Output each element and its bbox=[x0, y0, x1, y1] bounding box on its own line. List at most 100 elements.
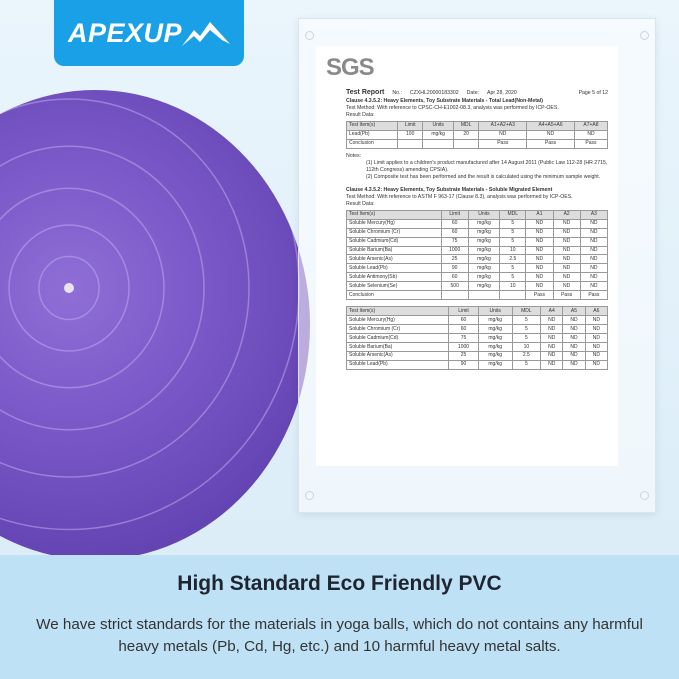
table-cell: ND bbox=[478, 129, 528, 140]
method-1: Test Method: With reference to CPSC-CH-E… bbox=[346, 104, 559, 111]
headline: High Standard Eco Friendly PVC bbox=[177, 572, 502, 595]
table-cell: Limit bbox=[396, 120, 424, 131]
table-cell: mg/kg bbox=[477, 332, 513, 343]
table-cell: Soluble Cadmium(Cd) bbox=[345, 332, 450, 343]
table-cell: Limit bbox=[440, 209, 469, 220]
table-cell: ND bbox=[540, 341, 564, 352]
ball-ring bbox=[0, 145, 205, 431]
table-cell: 10 bbox=[499, 281, 527, 292]
table-cell: Pass bbox=[525, 290, 554, 301]
table-cell: Pass bbox=[526, 138, 575, 149]
table-cell: A7+A8 bbox=[573, 120, 609, 131]
table-cell: mg/kg bbox=[477, 341, 513, 352]
table-cell: 1000 bbox=[448, 341, 479, 352]
ball-ring bbox=[38, 255, 100, 321]
table-cell: 20 bbox=[452, 129, 480, 140]
table-cell: ND bbox=[579, 254, 609, 265]
table-cell: 5 bbox=[499, 272, 527, 283]
report-no-label: No.: bbox=[392, 90, 402, 97]
table-row: Soluble Barium(Ba) 1000 mg/kg 10 ND ND ND bbox=[345, 341, 609, 352]
frame-pin bbox=[640, 491, 649, 500]
table-cell: Limit bbox=[448, 306, 479, 317]
table-cell: 10 bbox=[499, 245, 527, 256]
table-cell: ND bbox=[562, 324, 586, 334]
table-cell: Soluble Barium(Ba) bbox=[345, 341, 450, 352]
table-cell: mg/kg bbox=[467, 263, 501, 274]
clause-2: Clause 4.3.5.2: Heavy Elements, Toy Subs… bbox=[346, 186, 553, 193]
table-cell: 5 bbox=[511, 332, 542, 343]
table-cell: mg/kg bbox=[467, 218, 501, 229]
table-row: Soluble Selenium(Se) 500 mg/kg 10 ND ND ND bbox=[346, 281, 609, 292]
logo-text: APEXUP bbox=[68, 17, 183, 48]
table-cell: mg/kg bbox=[422, 129, 454, 140]
table-row: Soluble Chromium (Cr) 60 mg/kg 5 ND ND ND bbox=[345, 324, 609, 334]
report-title: Test Report bbox=[346, 89, 385, 97]
test-report-document: SGS Test Report No.: CZXHL20000183302 Dat… bbox=[316, 46, 618, 466]
table-cell bbox=[422, 138, 454, 149]
table-cell: Conclusion bbox=[346, 290, 442, 301]
table-cell: ND bbox=[525, 227, 554, 238]
report-header: Test Report No.: CZXHL20000183302 Date: Ap… bbox=[346, 88, 608, 97]
table-cell: 25 bbox=[440, 254, 469, 265]
table-cell: ND bbox=[540, 350, 564, 361]
table-cell: A2 bbox=[552, 209, 581, 220]
table-cell: ND bbox=[525, 218, 554, 229]
table-cell: ND bbox=[540, 359, 564, 370]
caption-band bbox=[0, 555, 679, 679]
table-cell: ND bbox=[552, 281, 581, 292]
table-cell bbox=[499, 290, 527, 301]
table-cell: ND bbox=[584, 350, 609, 361]
table-cell: ND bbox=[562, 341, 586, 352]
table-row: Soluble Cadmium(Cd) 75 mg/kg 5 ND ND ND bbox=[345, 332, 609, 343]
table-cell: ND bbox=[579, 263, 609, 274]
report-no: CZXHL20000183302 bbox=[409, 90, 459, 97]
table-cell: Pass bbox=[552, 290, 581, 301]
yoga-ball-image bbox=[0, 90, 310, 560]
table-cell: Pass bbox=[478, 138, 528, 149]
table-cell: ND bbox=[552, 254, 581, 265]
ball-ring bbox=[0, 187, 165, 389]
table-cell: Soluble Mercury(Hg) bbox=[345, 315, 450, 326]
table-cell: 75 bbox=[448, 332, 479, 343]
table-row: Lead(Pb) 100 mg/kg 20 ND ND ND bbox=[346, 129, 609, 140]
table-cell: ND bbox=[552, 236, 581, 247]
table-cell bbox=[452, 138, 480, 149]
table-cell: 90 bbox=[448, 359, 479, 370]
table-cell: ND bbox=[579, 236, 609, 247]
table-cell: 5 bbox=[499, 263, 527, 274]
table-cell: ND bbox=[579, 272, 609, 283]
table-cell: mg/kg bbox=[467, 254, 501, 265]
table-cell: A4+A5+A6 bbox=[526, 120, 575, 131]
table-cell: ND bbox=[579, 227, 609, 238]
table-cell: ND bbox=[552, 245, 581, 256]
table-cell: ND bbox=[540, 324, 564, 334]
table-row: Soluble Mercury(Hg) 60 mg/kg 5 ND ND ND bbox=[346, 218, 609, 229]
table-cell: ND bbox=[562, 332, 586, 343]
table-cell: ND bbox=[584, 359, 609, 370]
table-cell: 60 bbox=[440, 218, 469, 229]
description: We have strict standards for the materia… bbox=[36, 616, 643, 655]
table-cell: Units bbox=[477, 306, 513, 317]
table-cell: mg/kg bbox=[477, 359, 513, 370]
table-cell: ND bbox=[525, 254, 554, 265]
table-row: Soluble Lead(Pb) 90 mg/kg 5 ND ND ND bbox=[346, 263, 609, 274]
table-cell: A6 bbox=[584, 306, 609, 317]
table-cell: mg/kg bbox=[467, 227, 501, 238]
table-cell: A3 bbox=[579, 209, 609, 220]
table-cell: Soluble Antimony(Sb) bbox=[346, 272, 442, 283]
table-cell: MDL bbox=[452, 120, 480, 131]
clause-1: Clause 4.3.5.2: Heavy Elements, Toy Subs… bbox=[346, 97, 543, 104]
table-cell: Conclusion bbox=[346, 138, 398, 149]
table-cell: ND bbox=[562, 359, 586, 370]
table-cell: MDL bbox=[511, 306, 542, 317]
table-cell: 2.5 bbox=[511, 350, 542, 361]
ball-body bbox=[0, 90, 310, 560]
table-cell: 10 bbox=[511, 341, 542, 352]
table-row: Soluble Antimony(Sb) 60 mg/kg 5 ND ND ND bbox=[346, 272, 609, 283]
table-cell: ND bbox=[579, 245, 609, 256]
frame-pin bbox=[640, 31, 649, 40]
table-cell: 5 bbox=[511, 324, 542, 334]
note-1: (1) Limit applies to a children's produc… bbox=[366, 159, 608, 173]
table-row: Soluble Lead(Pb) 90 mg/kg 5 ND ND ND bbox=[345, 359, 609, 370]
table-cell: 75 bbox=[440, 236, 469, 247]
